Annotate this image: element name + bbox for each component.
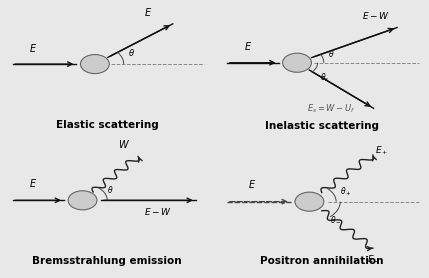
Text: $E_-$: $E_-$ bbox=[367, 253, 380, 263]
Circle shape bbox=[283, 53, 311, 72]
Circle shape bbox=[68, 191, 97, 210]
Text: $\theta_-$: $\theta_-$ bbox=[330, 214, 341, 224]
Text: $E$: $E$ bbox=[248, 178, 256, 190]
Text: $\theta_+$: $\theta_+$ bbox=[340, 186, 352, 198]
Circle shape bbox=[81, 54, 109, 74]
Text: $\theta$: $\theta$ bbox=[328, 48, 335, 59]
Circle shape bbox=[295, 192, 324, 211]
Text: Bremsstrahlung emission: Bremsstrahlung emission bbox=[33, 256, 182, 266]
Text: $E_s = W - U_f$: $E_s = W - U_f$ bbox=[307, 103, 356, 115]
Text: Inelastic scattering: Inelastic scattering bbox=[265, 121, 379, 131]
Text: $\theta_s$: $\theta_s$ bbox=[320, 71, 329, 84]
Text: $E$: $E$ bbox=[144, 6, 152, 18]
Text: $E$: $E$ bbox=[244, 41, 252, 53]
Text: $\theta$: $\theta$ bbox=[107, 185, 114, 195]
Text: Positron annihilation: Positron annihilation bbox=[260, 256, 384, 266]
Text: $E - W$: $E - W$ bbox=[362, 10, 390, 21]
Text: $E - W$: $E - W$ bbox=[144, 206, 172, 217]
Text: $E_+$: $E_+$ bbox=[375, 145, 388, 157]
Text: $\theta$: $\theta$ bbox=[128, 47, 135, 58]
Text: $E$: $E$ bbox=[29, 42, 37, 54]
Text: Elastic scattering: Elastic scattering bbox=[56, 120, 159, 130]
Text: $E$: $E$ bbox=[29, 177, 37, 189]
Text: $W$: $W$ bbox=[118, 138, 130, 150]
